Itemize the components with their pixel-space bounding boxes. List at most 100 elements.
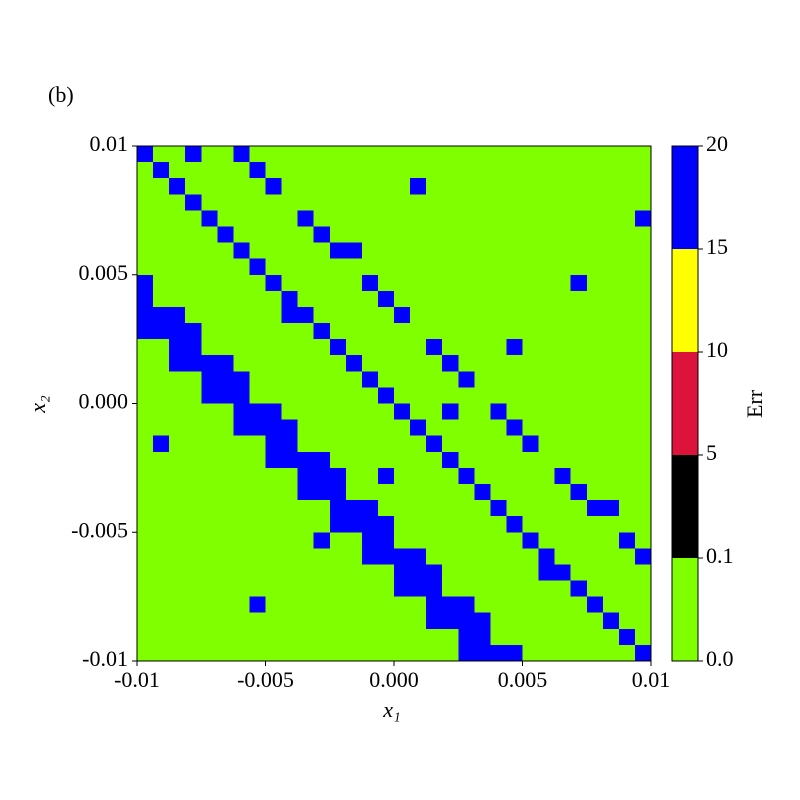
heatmap-cell: [570, 500, 588, 517]
heatmap-cell: [618, 242, 636, 260]
heatmap-cell: [377, 290, 395, 308]
heatmap-cell: [345, 387, 363, 404]
heatmap-cell: [538, 403, 556, 420]
colorbar-tick-label: 10: [706, 337, 728, 362]
heatmap-cell: [506, 274, 523, 292]
heatmap-cell: [458, 162, 475, 179]
heatmap-cell: [410, 419, 427, 437]
heatmap-cell: [281, 371, 299, 388]
heatmap-cell: [394, 580, 411, 598]
heatmap-cell: [169, 274, 186, 292]
heatmap-cell: [313, 226, 331, 243]
heatmap-cell: [265, 146, 282, 163]
heatmap-cell: [233, 371, 250, 388]
x-tick-label: 0.005: [498, 667, 548, 692]
heatmap-cell: [618, 419, 636, 437]
heatmap-cell: [185, 323, 202, 340]
heatmap-cell: [586, 274, 604, 292]
panel-label: (b): [48, 82, 74, 107]
heatmap-cell: [201, 146, 218, 163]
heatmap-cell: [586, 290, 604, 308]
heatmap-cell: [217, 596, 234, 614]
heatmap-cell: [554, 355, 572, 372]
heatmap-cell: [281, 258, 299, 276]
x-tick-label: -0.005: [237, 667, 294, 692]
heatmap-cell: [586, 387, 604, 404]
heatmap-cell: [538, 564, 556, 581]
heatmap-cell: [153, 323, 170, 340]
heatmap-cell: [442, 371, 459, 388]
heatmap-cell: [442, 323, 459, 340]
heatmap-cell: [137, 564, 154, 581]
heatmap-cell: [474, 162, 491, 179]
heatmap-cell: [586, 355, 604, 372]
heatmap-cell: [394, 242, 411, 260]
heatmap-cell: [153, 644, 170, 662]
heatmap-cell: [586, 258, 604, 276]
y-tick-label: 0.01: [90, 131, 129, 156]
heatmap-cell: [442, 644, 459, 662]
heatmap-cell: [153, 516, 170, 533]
heatmap-cell: [538, 532, 556, 549]
heatmap-cell: [217, 500, 234, 517]
heatmap-cell: [442, 403, 459, 420]
heatmap-cell: [570, 516, 588, 533]
heatmap-cell: [185, 290, 202, 308]
heatmap-cell: [410, 387, 427, 404]
heatmap-cell: [506, 210, 523, 227]
heatmap-cell: [329, 242, 347, 260]
heatmap-cell: [313, 500, 331, 517]
heatmap-cell: [281, 355, 299, 372]
heatmap-cell: [394, 355, 411, 372]
heatmap-cell: [345, 451, 363, 469]
heatmap-cell: [265, 451, 282, 469]
heatmap-cell: [201, 516, 218, 533]
heatmap-cell: [426, 146, 443, 163]
heatmap-cell: [474, 532, 491, 549]
heatmap-cell: [618, 178, 636, 195]
heatmap-cell: [586, 178, 604, 195]
heatmap-cell: [201, 226, 218, 243]
heatmap-cell: [474, 290, 491, 308]
heatmap-cell: [522, 403, 539, 420]
heatmap-cell: [137, 306, 154, 324]
heatmap-cell: [377, 162, 395, 179]
heatmap-cell: [634, 451, 652, 469]
heatmap-cell: [426, 451, 443, 469]
heatmap-cell: [554, 162, 572, 179]
heatmap-cell: [265, 500, 282, 517]
heatmap-cell: [490, 387, 507, 404]
heatmap-cell: [458, 532, 475, 549]
heatmap-cell: [153, 146, 170, 163]
heatmap-cell: [474, 339, 491, 356]
heatmap-cell: [570, 339, 588, 356]
heatmap-cell: [426, 274, 443, 292]
heatmap-cell: [554, 516, 572, 533]
heatmap-cell: [281, 435, 299, 453]
heatmap-cell: [377, 323, 395, 340]
heatmap-cell: [634, 532, 652, 549]
heatmap-cell: [522, 467, 539, 485]
heatmap-cell: [474, 371, 491, 388]
heatmap-cell: [522, 387, 539, 404]
heatmap-cell: [281, 323, 299, 340]
heatmap-cell: [538, 371, 556, 388]
heatmap-cell: [570, 580, 588, 598]
heatmap-cell: [554, 323, 572, 340]
heatmap-cell: [297, 467, 315, 485]
heatmap-cell: [474, 500, 491, 517]
heatmap-cell: [297, 387, 315, 404]
heatmap-cell: [586, 483, 604, 501]
heatmap-cell: [329, 580, 347, 598]
heatmap-cell: [554, 467, 572, 485]
heatmap-cell: [442, 500, 459, 517]
heatmap-cell: [442, 612, 459, 630]
heatmap-cell: [474, 274, 491, 292]
heatmap-cell: [217, 339, 234, 356]
heatmap-cell: [233, 548, 250, 565]
heatmap-cell: [506, 548, 523, 565]
heatmap-cell: [281, 500, 299, 517]
heatmap-cell: [490, 435, 507, 453]
heatmap-cell: [313, 323, 331, 340]
heatmap-cell: [169, 580, 186, 598]
